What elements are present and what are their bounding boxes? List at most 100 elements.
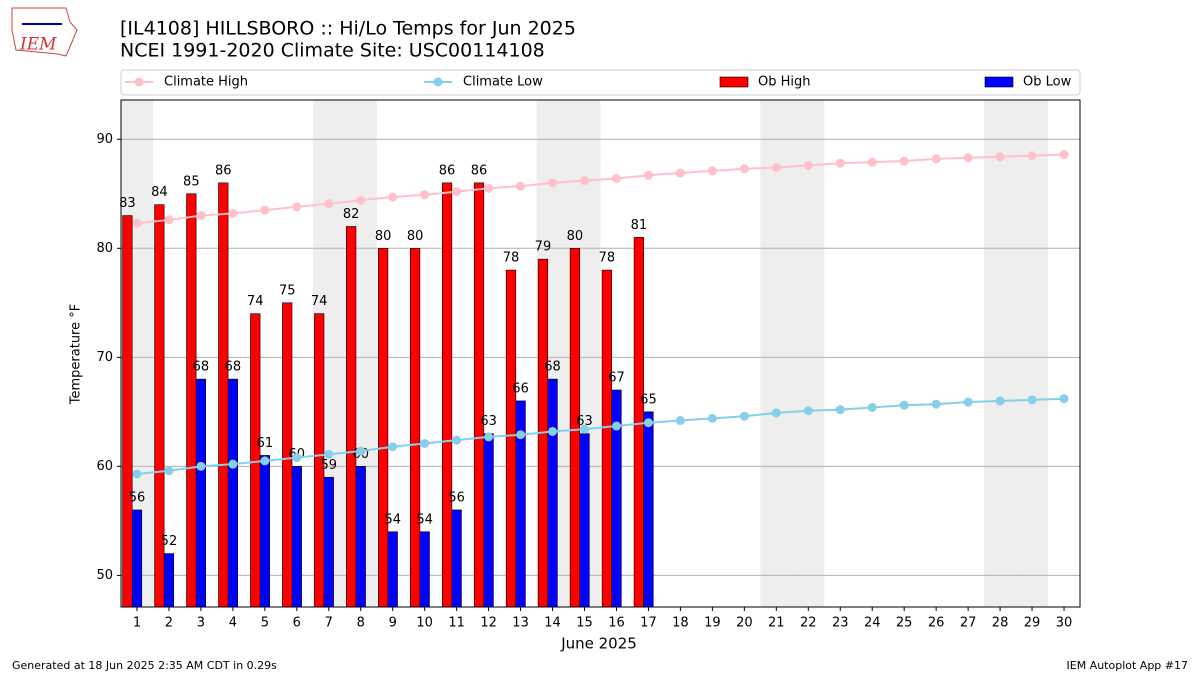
y-tick-label: 90 xyxy=(96,132,113,147)
climate-point xyxy=(548,426,558,436)
climate-point xyxy=(675,416,685,426)
x-tick-label: 29 xyxy=(1024,616,1041,631)
bar xyxy=(387,531,398,608)
weekend-shade xyxy=(760,100,793,607)
climate-point xyxy=(388,442,398,452)
bar xyxy=(122,215,133,608)
x-tick-label: 5 xyxy=(261,616,269,631)
value-label: 81 xyxy=(631,218,648,233)
x-tick-label: 30 xyxy=(1056,616,1073,631)
x-tick-label: 8 xyxy=(357,616,365,631)
value-label: 86 xyxy=(471,163,488,178)
x-tick-label: 6 xyxy=(293,616,301,631)
value-label: 65 xyxy=(640,392,657,407)
climate-point xyxy=(899,400,909,410)
bar xyxy=(451,509,462,608)
climate-point xyxy=(132,218,142,228)
value-label: 74 xyxy=(311,294,328,309)
weekend-shade xyxy=(984,100,1017,607)
bar xyxy=(131,509,143,608)
value-label: 54 xyxy=(416,512,433,527)
x-tick-label: 14 xyxy=(544,616,561,631)
bar xyxy=(259,455,270,608)
x-tick-label: 28 xyxy=(992,616,1009,631)
climate-point xyxy=(611,421,621,431)
x-tick-label: 7 xyxy=(325,616,333,631)
value-label: 68 xyxy=(193,360,210,375)
bar xyxy=(355,466,366,608)
bar xyxy=(633,237,644,608)
y-tick-label: 70 xyxy=(96,350,113,365)
value-label: 56 xyxy=(448,490,465,505)
climate-point xyxy=(867,157,877,167)
value-label: 80 xyxy=(407,229,424,244)
climate-point xyxy=(388,192,398,202)
climate-point xyxy=(931,399,941,409)
value-label: 54 xyxy=(384,512,401,527)
climate-point xyxy=(963,397,973,407)
y-tick-label: 80 xyxy=(96,241,113,256)
x-tick-label: 11 xyxy=(448,616,465,631)
x-tick-label: 13 xyxy=(512,616,529,631)
climate-point xyxy=(707,413,717,423)
bar xyxy=(163,553,175,608)
climate-point xyxy=(995,152,1005,162)
climate-point xyxy=(484,432,494,442)
climate-point xyxy=(963,153,973,163)
value-label: 56 xyxy=(129,490,146,505)
legend-label: Climate High xyxy=(164,75,248,90)
value-label: 78 xyxy=(599,251,616,266)
bar xyxy=(323,476,334,608)
climate-point xyxy=(484,183,494,193)
climate-point xyxy=(739,164,749,174)
climate-point xyxy=(292,202,302,212)
value-label: 59 xyxy=(321,458,338,473)
climate-point xyxy=(643,418,653,428)
value-label: 80 xyxy=(375,229,392,244)
value-label: 80 xyxy=(567,229,584,244)
climate-point xyxy=(324,449,334,459)
logo-outline xyxy=(11,7,78,57)
climate-point xyxy=(931,154,941,164)
value-label: 63 xyxy=(480,414,497,429)
bar xyxy=(346,226,357,608)
legend-marker xyxy=(433,77,443,87)
bar xyxy=(419,531,430,608)
climate-point xyxy=(196,211,206,221)
legend-box xyxy=(120,69,1081,96)
bar xyxy=(547,378,558,608)
climate-point xyxy=(228,459,238,469)
x-tick-label: 3 xyxy=(197,616,205,631)
value-label: 86 xyxy=(439,163,456,178)
chart-subtitle: NCEI 1991-2020 Climate Site: USC00114108 xyxy=(120,40,545,62)
climate-point xyxy=(739,411,749,421)
climate-point xyxy=(1059,394,1069,404)
bar xyxy=(473,182,485,608)
climate-point xyxy=(995,396,1005,406)
climate-point xyxy=(643,170,653,180)
climate-point xyxy=(164,466,174,476)
logo-text: IEM xyxy=(19,35,57,55)
climate-point xyxy=(516,181,526,191)
x-tick-label: 12 xyxy=(480,616,497,631)
bar xyxy=(250,313,261,608)
climate-point xyxy=(260,205,270,215)
x-tick-label: 4 xyxy=(229,616,237,631)
climate-point xyxy=(196,461,206,471)
x-axis-label: June 2025 xyxy=(560,635,637,653)
climate-point xyxy=(1027,151,1037,161)
bar xyxy=(186,193,197,608)
value-label: 84 xyxy=(151,185,168,200)
climate-point xyxy=(580,424,590,434)
climate-point xyxy=(260,456,270,466)
climate-point xyxy=(132,469,142,479)
bar xyxy=(227,378,238,608)
legend-swatch xyxy=(719,76,749,88)
climate-point xyxy=(867,402,877,412)
value-label: 78 xyxy=(503,251,520,266)
bar xyxy=(505,269,517,608)
x-tick-label: 23 xyxy=(832,616,849,631)
climate-point xyxy=(548,178,558,188)
climate-point xyxy=(356,195,366,205)
